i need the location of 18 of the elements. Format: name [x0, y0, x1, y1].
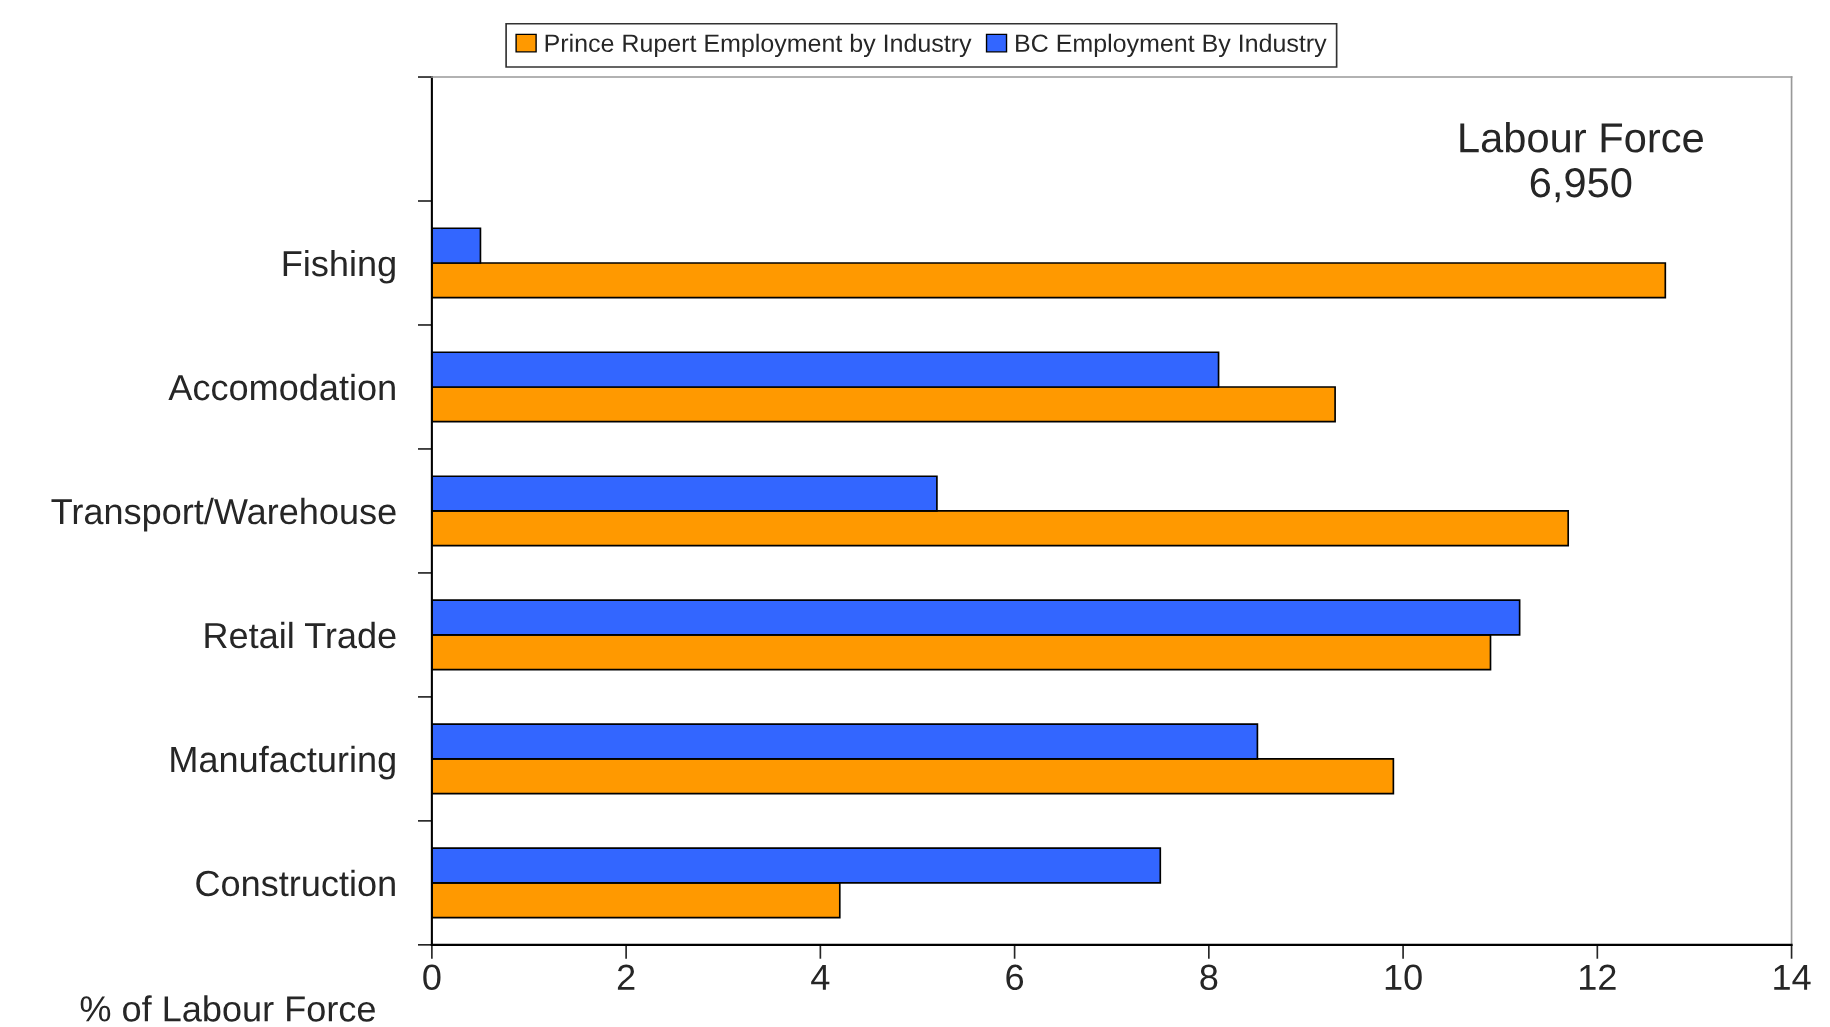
y-tick-label: Fishing — [283, 249, 395, 284]
y-tick-label: Accomodation — [168, 373, 395, 401]
x-tick-label: 2 — [617, 964, 635, 990]
annotation: Labour Force 6,950 — [1460, 121, 1703, 203]
y-tick-label: Transport/Warehouse — [51, 497, 396, 532]
x-tick-label: 12 — [1580, 964, 1616, 990]
legend-label: Prince Rupert Employment by Industry — [545, 33, 972, 58]
x-tick-label: 14 — [1774, 964, 1811, 990]
y-tick-label: Construction — [196, 869, 395, 897]
x-tick-label: 0 — [423, 964, 441, 991]
x-tick-label: 4 — [811, 964, 830, 990]
x-tick-label: 8 — [1200, 964, 1218, 991]
x-tick-label: 10 — [1385, 964, 1422, 991]
x-axis-title: % of Labour Force — [80, 995, 375, 1022]
legend-label: BC Employment By Industry — [1016, 33, 1327, 58]
y-tick-label: Manufacturing — [171, 745, 395, 780]
y-tick-label: Retail Trade — [205, 621, 396, 649]
x-tick-label: 6 — [1006, 964, 1024, 991]
